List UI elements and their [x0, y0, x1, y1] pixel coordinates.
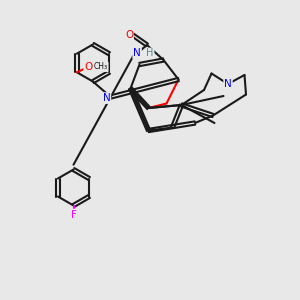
Text: CH₃: CH₃: [94, 62, 108, 71]
Text: N: N: [133, 48, 141, 59]
Text: N: N: [224, 79, 232, 89]
Text: N: N: [103, 93, 110, 103]
Text: O: O: [125, 29, 133, 40]
Text: O: O: [84, 62, 92, 72]
Text: H: H: [146, 48, 154, 59]
Text: F: F: [70, 209, 76, 220]
